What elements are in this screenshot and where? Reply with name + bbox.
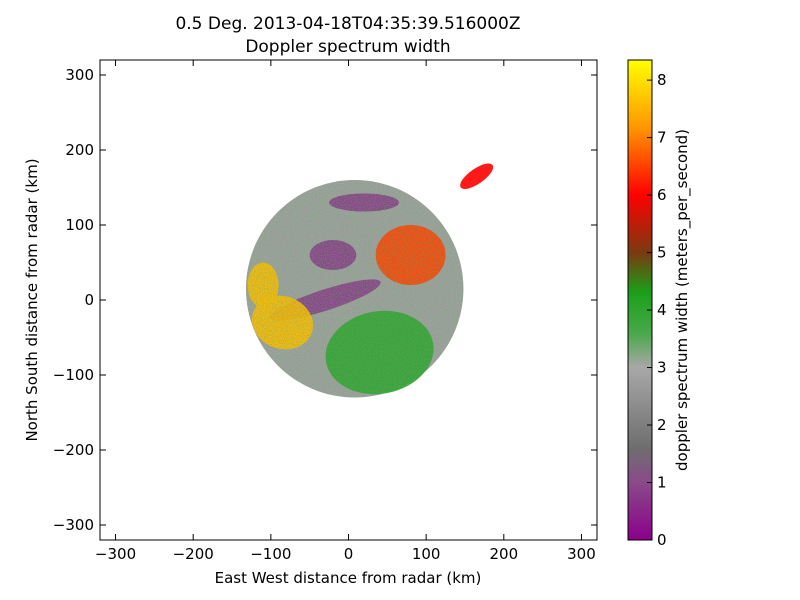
colorbar-tick-label: 1 (657, 474, 667, 492)
colorbar-axis: 0 1 2 3 4 5 6 7 8 (647, 71, 667, 549)
colorbar-label: doppler spectrum width (meters_per_secon… (673, 129, 692, 471)
y-tick-label: 0 (84, 291, 94, 309)
colorbar-tick-label: 2 (657, 416, 667, 434)
x-tick-label: −200 (173, 545, 214, 563)
y-tick-label: −300 (53, 516, 94, 534)
x-axis-label: East West distance from radar (km) (215, 569, 482, 587)
colorbar-tick-label: 7 (657, 129, 667, 147)
colorbar-tick-label: 6 (657, 186, 667, 204)
x-tick-label: 200 (489, 545, 518, 563)
colorbar (627, 59, 653, 541)
x-tick-label: −100 (250, 545, 291, 563)
colorbar-tick-label: 5 (657, 244, 667, 262)
colorbar-tick-label: 0 (657, 531, 667, 549)
x-tick-label: −300 (95, 545, 136, 563)
y-tick-label: −100 (53, 366, 94, 384)
x-tick-label: 300 (567, 545, 596, 563)
colorbar-tick-label: 8 (657, 71, 667, 89)
y-axis-label: North South distance from radar (km) (23, 158, 41, 441)
x-tick-label: 100 (412, 545, 441, 563)
y-tick-label: 200 (65, 141, 94, 159)
y-tick-label: 100 (65, 216, 94, 234)
y-axis: −300 −200 −100 0 100 200 300 (53, 66, 597, 534)
plot-area (245, 163, 494, 398)
y-tick-label: 300 (65, 66, 94, 84)
y-tick-label: −200 (53, 441, 94, 459)
x-axis: −300 −200 −100 0 100 200 300 (95, 60, 596, 563)
chart-subtitle: Doppler spectrum width (245, 37, 450, 57)
chart-title: 0.5 Deg. 2013-04-18T04:35:39.516000Z (175, 14, 520, 34)
echo-speckle (245, 180, 464, 398)
x-tick-label: 0 (344, 545, 354, 563)
colorbar-tick-label: 4 (657, 301, 667, 319)
echo-region (460, 163, 494, 189)
colorbar-tick-label: 3 (657, 359, 667, 377)
